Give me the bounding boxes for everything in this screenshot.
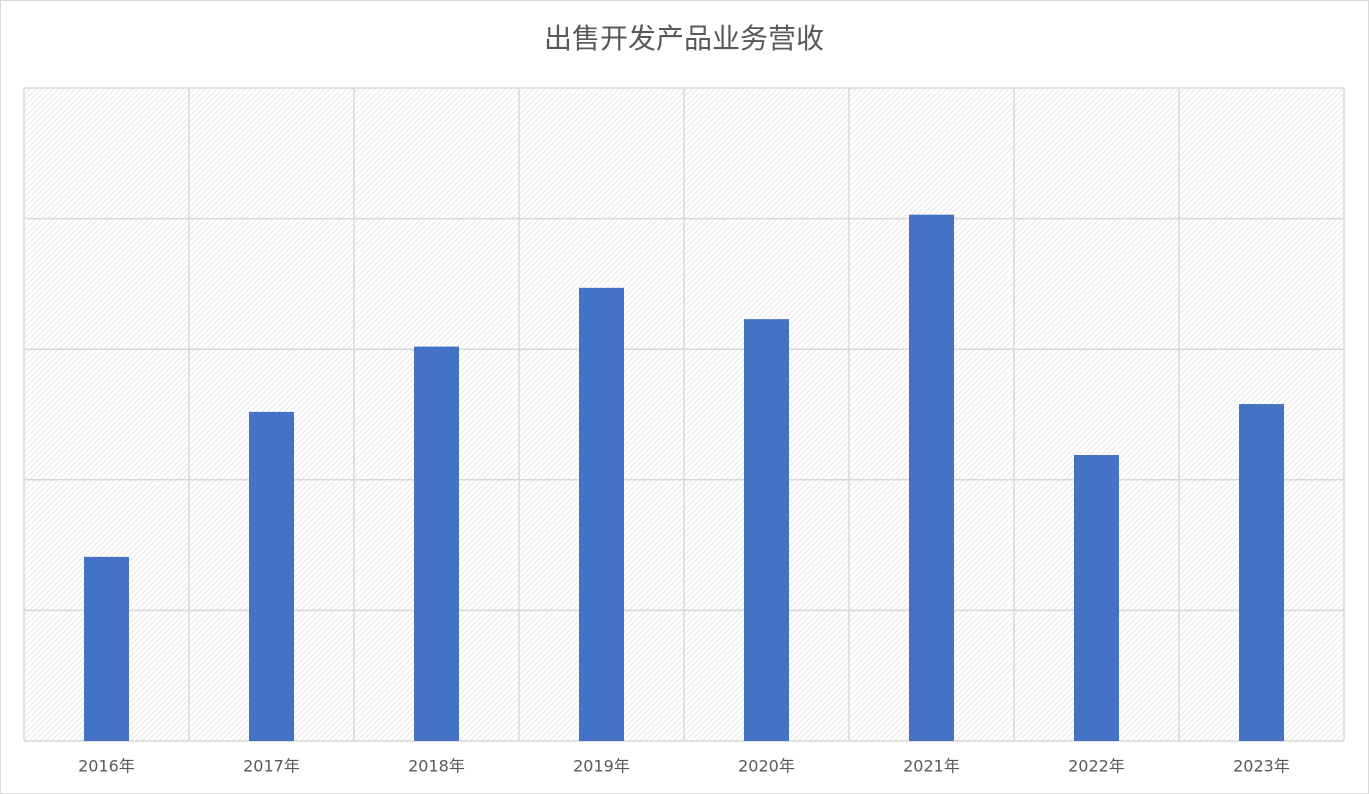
x-tick-label: 2017年 (243, 757, 300, 776)
x-tick-label: 2016年 (78, 757, 135, 776)
x-tick-label: 2023年 (1233, 757, 1290, 776)
bar (579, 287, 624, 741)
bar (84, 556, 129, 741)
x-tick-label: 2019年 (573, 757, 630, 776)
bar (1239, 404, 1284, 741)
x-tick-label: 2020年 (738, 757, 795, 776)
x-tick-label: 2022年 (1068, 757, 1125, 776)
bar (249, 411, 294, 741)
bar (909, 214, 954, 741)
chart-title: 出售开发产品业务营收 (544, 22, 824, 55)
x-tick-label: 2018年 (408, 757, 465, 776)
x-tick-label: 2021年 (903, 757, 960, 776)
bar (414, 346, 459, 741)
bar (1074, 454, 1119, 741)
bar (744, 319, 789, 741)
